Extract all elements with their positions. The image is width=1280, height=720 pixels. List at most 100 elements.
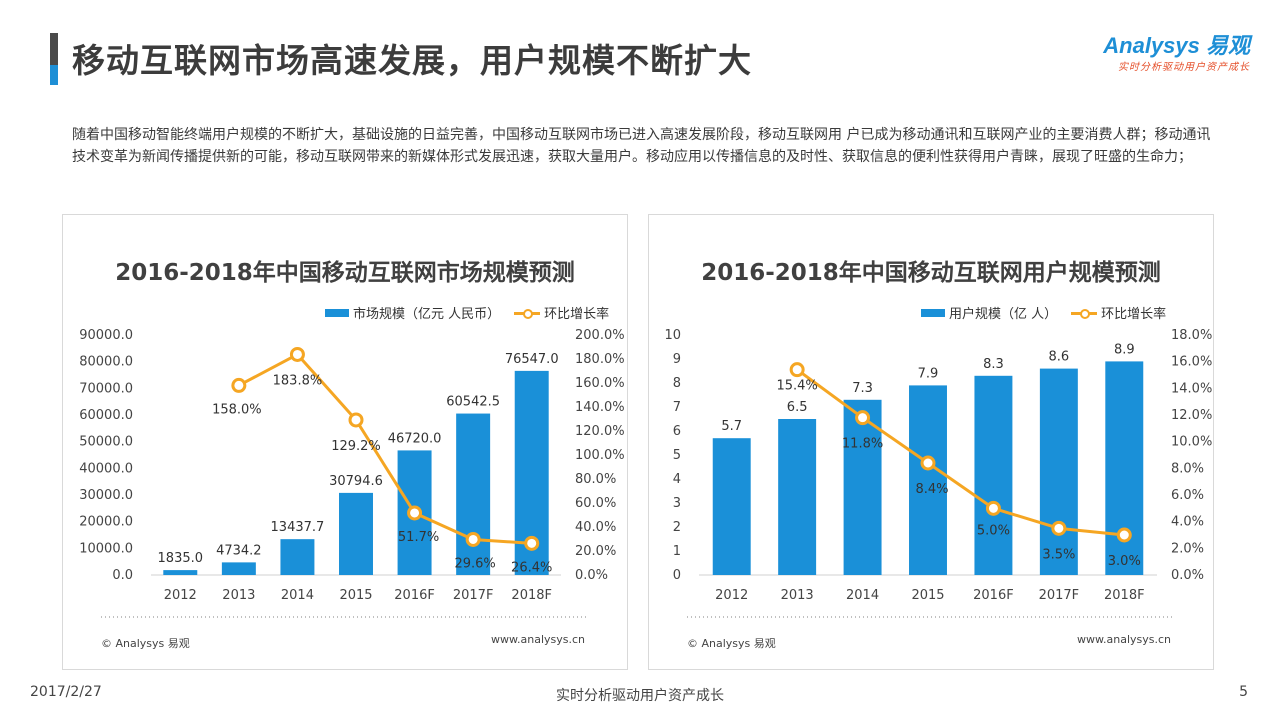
y-right-tick-label: 120.0% — [575, 424, 625, 439]
y-left-tick-label: 10 — [664, 328, 681, 343]
bar — [843, 399, 882, 575]
y-left-tick-label: 70000.0 — [79, 381, 133, 396]
page-number: 5 — [1239, 684, 1248, 700]
intro-paragraph: 随着中国移动智能终端用户规模的不断扩大，基础设施的日益完善，中国移动互联网市场已… — [72, 127, 1211, 165]
bar-value-label: 4734.2 — [216, 543, 262, 558]
y-right-tick-label: 12.0% — [1171, 408, 1212, 423]
growth-value-label: 15.4% — [776, 379, 817, 394]
bar-value-label: 8.3 — [983, 357, 1004, 372]
bar — [339, 492, 373, 575]
y-right-tick-label: 100.0% — [575, 448, 625, 463]
y-right-tick-label: 0.0% — [575, 568, 608, 583]
y-left-tick-label: 50000.0 — [79, 435, 133, 450]
bar-value-label: 8.9 — [1114, 342, 1135, 357]
chart-url: www.analysys.cn — [1077, 633, 1171, 646]
bar — [163, 570, 198, 575]
chart-source: © Analysys 易观 — [687, 637, 776, 650]
y-left-tick-label: 10000.0 — [79, 541, 133, 556]
x-tick-label: 2018F — [511, 588, 552, 603]
y-right-tick-label: 16.0% — [1171, 355, 1212, 370]
y-right-tick-label: 80.0% — [575, 472, 616, 487]
y-right-tick-label: 2.0% — [1171, 541, 1204, 556]
x-tick-label: 2017F — [1039, 588, 1080, 603]
growth-point — [407, 505, 423, 521]
y-left-tick-label: 6 — [673, 424, 681, 439]
bar-value-label: 8.6 — [1049, 350, 1070, 365]
legend-line-label: 环比增长率 — [544, 307, 610, 322]
legend-bar-label: 市场规模（亿元 人民币） — [353, 307, 501, 322]
x-tick-label: 2015 — [339, 588, 372, 603]
growth-value-label: 26.4% — [511, 560, 552, 575]
x-tick-label: 2013 — [781, 588, 814, 603]
bar-value-label: 7.9 — [918, 366, 939, 381]
brand-logo: Analysys 易观 实时分析驱动用户资产成长 — [1080, 28, 1260, 78]
chart-source: © Analysys 易观 — [101, 637, 190, 650]
user-size-chart-panel: 2016-2018年中国移动互联网用户规模预测 用户规模（亿 人） 环比增长率 … — [648, 214, 1214, 670]
legend-bar-label: 用户规模（亿 人） — [949, 307, 1058, 322]
bar — [221, 562, 256, 575]
x-tick-label: 2018F — [1104, 588, 1145, 603]
growth-value-label: 3.0% — [1108, 554, 1141, 569]
y-left-tick-label: 7 — [673, 400, 681, 415]
y-right-tick-label: 180.0% — [575, 352, 625, 367]
growth-point — [1116, 527, 1132, 543]
y-left-tick-label: 4 — [673, 472, 681, 487]
x-tick-label: 2015 — [911, 588, 944, 603]
logo-sub-text: 实时分析驱动用户资产成长 — [1118, 62, 1250, 73]
y-left-tick-label: 5 — [673, 448, 681, 463]
bar-value-label: 30794.6 — [329, 474, 383, 489]
growth-value-label: 129.2% — [331, 439, 381, 454]
y-left-tick-label: 80000.0 — [79, 355, 133, 370]
y-right-tick-label: 6.0% — [1171, 488, 1204, 503]
growth-line — [238, 352, 532, 545]
bar — [909, 385, 947, 575]
growth-point — [855, 410, 871, 426]
y-right-tick-label: 8.0% — [1171, 461, 1204, 476]
y-left-tick-label: 20000.0 — [79, 515, 133, 530]
y-right-tick-label: 18.0% — [1171, 328, 1212, 343]
growth-value-label: 11.8% — [842, 437, 883, 452]
user-size-chart: 0 1 2 3 4 5 6 7 8 9 10 0.0% 2.0% 4.0% 6.0% 8.0% 10.0% 12.… — [664, 328, 1212, 618]
y-right-tick-label: 10.0% — [1171, 435, 1212, 450]
x-tick-label: 2012 — [164, 588, 197, 603]
bar — [712, 438, 751, 575]
slide-footer-slogan: 实时分析驱动用户资产成长 — [556, 688, 724, 704]
chart-url: www.analysys.cn — [491, 633, 585, 646]
logo-main-text: Analysys 易观 — [1103, 33, 1250, 58]
growth-value-label: 29.6% — [454, 556, 495, 571]
y-right-tick-label: 160.0% — [575, 376, 625, 391]
bar-value-label: 13437.7 — [271, 520, 325, 535]
y-left-tick-label: 30000.0 — [79, 488, 133, 503]
x-tick-label: 2014 — [281, 588, 314, 603]
growth-point — [231, 377, 247, 393]
bar — [1039, 368, 1078, 575]
chart-legend: 用户规模（亿 人） 环比增长率 — [921, 303, 1166, 322]
growth-point — [465, 531, 481, 547]
growth-value-label: 51.7% — [398, 530, 439, 545]
y-right-tick-label: 20.0% — [575, 544, 616, 559]
market-size-chart: 0.0 10000.0 20000.0 30000.0 40000.0 50000.0 60… — [79, 328, 625, 618]
page-title: 移动互联网市场高速发展，用户规模不断扩大 — [72, 41, 752, 80]
chart-title: 2016-2018年中国移动互联网用户规模预测 — [701, 260, 1161, 286]
growth-value-label: 158.0% — [212, 402, 262, 417]
x-tick-label: 2016F — [973, 588, 1014, 603]
bar — [778, 419, 817, 575]
growth-value-label: 5.0% — [977, 523, 1010, 538]
y-right-tick-label: 0.0% — [1171, 568, 1204, 583]
legend-line-swatch — [1071, 308, 1098, 319]
chart-title: 2016-2018年中国移动互联网市场规模预测 — [115, 260, 575, 286]
x-tick-label: 2016F — [394, 588, 435, 603]
y-left-tick-label: 90000.0 — [79, 328, 133, 343]
legend-bar-swatch — [921, 308, 945, 317]
y-left-tick-label: 0.0 — [112, 568, 133, 583]
y-right-tick-label: 4.0% — [1171, 515, 1204, 530]
y-left-tick-label: 9 — [673, 352, 681, 367]
y-left-tick-label: 1 — [673, 544, 681, 559]
bar-value-label: 46720.0 — [388, 431, 442, 446]
bar — [280, 539, 315, 575]
x-tick-label: 2013 — [222, 588, 255, 603]
legend-line-swatch — [514, 308, 541, 319]
title-accent-bar — [50, 33, 58, 85]
growth-point — [1051, 520, 1067, 536]
growth-point — [289, 346, 305, 362]
